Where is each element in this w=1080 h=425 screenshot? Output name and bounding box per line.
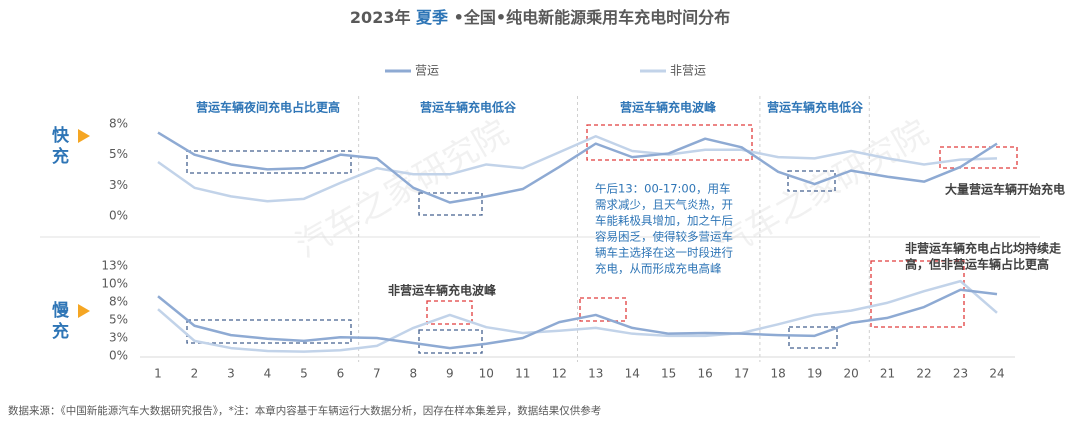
chart-title: 2023年 夏季 •全国•纯电新能源乘用车充电时间分布 xyxy=(350,8,730,27)
panel-label: 快充 xyxy=(48,125,69,168)
y-tick-label: 5% xyxy=(109,147,128,161)
note-line: 车能耗极具增加，加之午后 xyxy=(595,214,733,228)
panel-label: 慢充 xyxy=(48,300,69,343)
source-note: 数据来源：《中国新能源汽车大数据研究报告》，*注：本章内容基于车辆运行大数据分析… xyxy=(8,404,601,417)
note-line: 需求减少，且天气炎热，开 xyxy=(595,198,733,212)
highlight-boxes xyxy=(186,124,1018,354)
annotation: 高，但非营运车辆占比更高 xyxy=(905,257,1049,272)
x-tick-label: 23 xyxy=(953,367,968,381)
note-line: 辆车主选择在这一时段进行 xyxy=(595,246,733,260)
y-tick-label: 5% xyxy=(109,313,128,327)
watermark: 汽车之家研究院 xyxy=(709,112,935,266)
x-tick-label: 24 xyxy=(989,367,1004,381)
x-tick-label: 1 xyxy=(154,367,162,381)
legend-label: 非营运 xyxy=(670,64,706,78)
box xyxy=(418,329,483,354)
box xyxy=(186,319,352,344)
box xyxy=(939,146,1018,169)
x-tick-label: 15 xyxy=(661,367,676,381)
annotation: 大量营运车辆开始充电 xyxy=(945,182,1065,197)
y-tick-label: 8% xyxy=(109,117,128,131)
x-tick-label: 2 xyxy=(191,367,199,381)
y-tick-label: 8% xyxy=(109,295,128,309)
x-tick-label: 21 xyxy=(880,367,895,381)
x-tick-label: 3 xyxy=(227,367,235,381)
box xyxy=(787,170,836,192)
series-line xyxy=(157,279,998,353)
x-tick-label: 5 xyxy=(300,367,308,381)
x-tick-label: 19 xyxy=(807,367,822,381)
y-tick-label: 10% xyxy=(101,277,128,291)
x-tick-label: 18 xyxy=(770,367,785,381)
series-line xyxy=(157,131,998,204)
panel-marker xyxy=(78,129,90,143)
x-tick-label: 6 xyxy=(337,367,345,381)
x-tick-label: 13 xyxy=(588,367,603,381)
x-tick-label: 17 xyxy=(734,367,749,381)
x-tick-label: 10 xyxy=(479,367,494,381)
title-highlight: 夏季 xyxy=(415,8,449,27)
y-tick-label: 3% xyxy=(109,178,128,192)
title-part: •全国•纯电新能源乘用车充电时间分布 xyxy=(448,8,730,27)
section-label: 营运车辆充电波峰 xyxy=(620,100,717,115)
annotation: 非营运车辆充电波峰 xyxy=(388,283,497,298)
y-tick-label: 0% xyxy=(109,349,128,363)
x-tick-label: 12 xyxy=(552,367,567,381)
box xyxy=(418,192,483,216)
note-line: 容易困乏，使得较多营运车 xyxy=(595,230,733,244)
section-label: 营运车辆充电低谷 xyxy=(767,100,864,115)
title-part: 2023年 xyxy=(350,8,416,27)
x-tick-label: 11 xyxy=(515,367,530,381)
x-tick-label: 16 xyxy=(698,367,713,381)
note-line: 充电，从而形成充电高峰 xyxy=(595,262,722,276)
x-tick-label: 9 xyxy=(446,367,454,381)
x-tick-label: 7 xyxy=(373,367,381,381)
annotation: 非营运车辆充电占比均持续走 xyxy=(905,241,1061,256)
section-label: 营运车辆夜间充电占比更高 xyxy=(196,100,340,115)
y-tick-label: 13% xyxy=(101,259,128,273)
box xyxy=(870,260,965,328)
legend-label: 营运 xyxy=(415,64,439,78)
y-tick-label: 0% xyxy=(109,209,128,223)
x-tick-label: 22 xyxy=(916,367,931,381)
box xyxy=(186,150,352,174)
afternoon-note: 午后13：00-17:00，用车 需求减少，且天气炎热，开 车能耗极具增加，加之… xyxy=(595,182,733,276)
x-tick-label: 8 xyxy=(410,367,418,381)
box xyxy=(586,124,753,161)
note-line: 午后13：00-17:00，用车 xyxy=(595,182,731,196)
series-line xyxy=(157,135,998,203)
box xyxy=(426,300,473,325)
panel-marker xyxy=(78,304,90,318)
series-line xyxy=(157,288,998,350)
box xyxy=(788,326,838,349)
x-tick-label: 4 xyxy=(264,367,272,381)
x-tick-label: 14 xyxy=(625,367,640,381)
y-tick-label: 3% xyxy=(109,331,128,345)
box xyxy=(579,297,627,322)
section-label: 营运车辆充电低谷 xyxy=(420,100,517,115)
x-tick-label: 20 xyxy=(843,367,858,381)
